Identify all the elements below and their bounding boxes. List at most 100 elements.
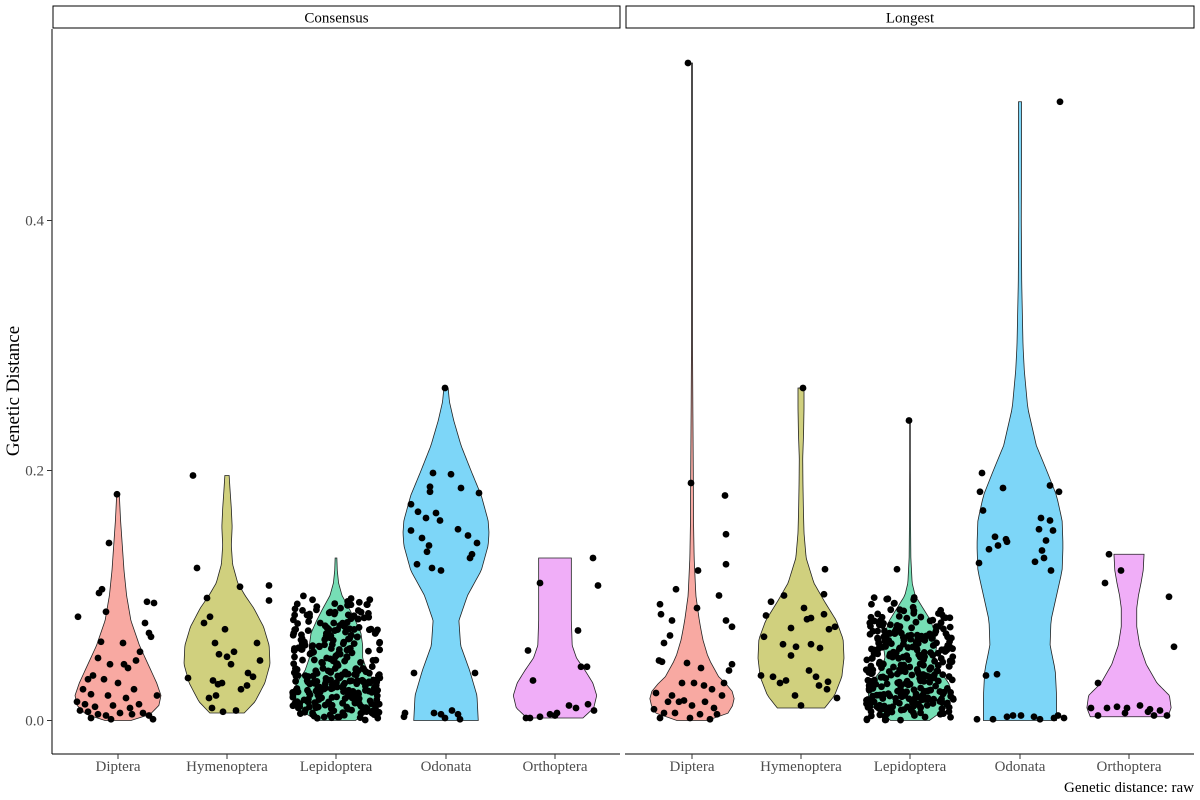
data-point xyxy=(215,650,223,658)
violin-group-hymenoptera xyxy=(183,472,273,716)
data-point xyxy=(104,692,112,699)
data-point xyxy=(289,702,297,710)
data-point xyxy=(862,666,870,674)
data-point xyxy=(304,673,312,680)
data-point xyxy=(97,638,105,646)
data-point xyxy=(687,479,695,487)
data-point xyxy=(1105,550,1113,558)
data-point xyxy=(678,679,686,687)
data-point xyxy=(329,657,337,665)
data-point xyxy=(890,663,897,671)
data-point xyxy=(868,670,875,678)
data-point xyxy=(209,677,217,684)
data-point xyxy=(368,663,376,670)
data-point xyxy=(868,645,875,653)
data-point xyxy=(897,706,905,714)
data-point xyxy=(589,554,597,562)
data-point xyxy=(925,696,932,703)
data-point xyxy=(949,695,957,702)
data-point xyxy=(816,644,824,652)
data-point xyxy=(877,673,885,681)
data-point xyxy=(1165,593,1173,601)
data-point xyxy=(797,702,805,709)
data-point xyxy=(414,508,422,516)
data-point xyxy=(895,612,903,620)
data-point xyxy=(939,671,947,679)
data-point xyxy=(357,659,364,666)
data-point xyxy=(87,714,95,722)
data-point xyxy=(815,682,823,689)
data-point xyxy=(929,616,937,624)
data-point xyxy=(308,643,316,651)
data-point xyxy=(1055,488,1063,496)
data-point xyxy=(323,654,331,662)
data-point xyxy=(87,690,95,698)
data-point xyxy=(297,636,305,644)
data-point xyxy=(945,673,953,680)
data-point xyxy=(536,579,544,587)
data-point xyxy=(335,674,343,682)
data-point xyxy=(1136,702,1144,709)
data-point xyxy=(985,545,993,553)
data-point xyxy=(322,677,330,685)
x-tick-label: Orthoptera xyxy=(1097,759,1162,775)
data-point xyxy=(947,713,954,721)
data-point xyxy=(1003,713,1011,721)
x-tick-label: Diptera xyxy=(670,759,715,775)
chart-caption: Genetic distance: raw xyxy=(1064,780,1194,796)
data-point xyxy=(767,598,775,606)
data-point xyxy=(365,626,373,634)
violin xyxy=(74,493,162,721)
data-point xyxy=(1017,712,1025,719)
data-point xyxy=(979,507,987,514)
data-point xyxy=(887,606,895,614)
data-point xyxy=(993,670,1001,678)
data-point xyxy=(473,539,481,547)
data-point xyxy=(812,673,820,681)
data-point xyxy=(466,554,474,562)
data-point xyxy=(920,649,928,656)
data-point xyxy=(780,592,788,599)
data-point xyxy=(820,610,828,618)
data-point xyxy=(897,661,905,669)
data-point xyxy=(894,687,901,695)
data-point xyxy=(934,677,942,685)
data-point xyxy=(304,627,312,635)
data-point xyxy=(668,692,676,699)
data-point xyxy=(824,678,832,686)
data-point xyxy=(73,698,81,706)
data-point xyxy=(899,653,907,661)
data-point xyxy=(594,582,602,589)
data-point xyxy=(553,709,561,717)
data-point xyxy=(347,615,355,623)
data-point xyxy=(976,488,984,496)
data-point xyxy=(693,604,701,612)
data-point xyxy=(944,633,951,641)
data-point xyxy=(237,685,245,693)
data-point xyxy=(982,672,990,679)
data-point xyxy=(901,668,909,676)
data-point xyxy=(1087,704,1095,712)
data-point xyxy=(475,489,483,497)
data-point xyxy=(934,623,942,630)
data-point xyxy=(720,679,728,687)
data-point xyxy=(219,708,227,716)
data-point xyxy=(878,683,885,691)
data-point xyxy=(331,600,339,607)
data-point xyxy=(105,539,113,547)
data-point xyxy=(324,629,332,637)
data-point xyxy=(128,710,136,718)
data-point xyxy=(315,642,323,650)
data-point xyxy=(441,384,449,392)
data-point xyxy=(375,708,383,716)
data-point xyxy=(344,705,352,713)
violin xyxy=(976,101,1064,721)
data-point xyxy=(1060,714,1068,722)
data-point xyxy=(432,509,440,517)
data-point xyxy=(831,623,839,631)
data-point xyxy=(290,629,298,637)
data-point xyxy=(536,713,544,721)
data-point xyxy=(1046,517,1054,524)
data-point xyxy=(1031,558,1039,566)
data-point xyxy=(657,610,665,618)
